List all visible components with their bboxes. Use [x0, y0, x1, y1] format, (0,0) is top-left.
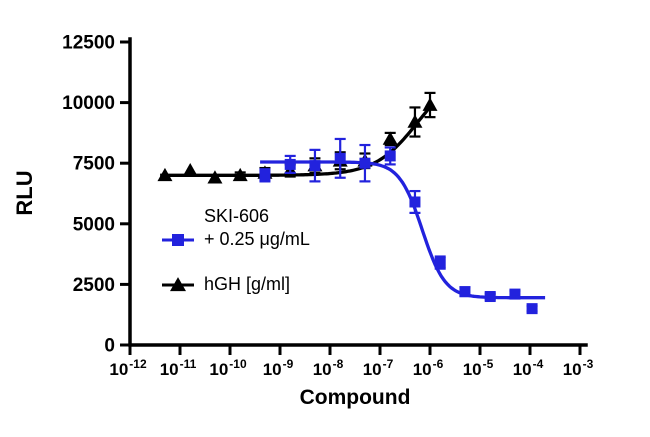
y-axis-label: RLU — [12, 170, 37, 215]
x-tick-label: 10-9 — [263, 357, 294, 379]
x-tick-label: 10-7 — [363, 357, 394, 379]
x-tick-label: 10-12 — [109, 357, 147, 379]
data-point-square — [284, 158, 296, 170]
y-tick-label: 10000 — [62, 93, 115, 114]
y-tick-label: 2500 — [73, 275, 115, 296]
legend-entry-ski606: SKI-606 + 0.25 μg/mL — [162, 205, 310, 251]
fit-curve — [260, 160, 546, 300]
legend-label-hgh: hGH [g/ml] — [204, 273, 290, 296]
legend-label-line2: + 0.25 μg/mL — [204, 229, 310, 249]
legend-entry-hgh: hGH [g/ml] — [162, 273, 310, 296]
x-tick-label: 10-11 — [160, 357, 197, 379]
x-tick-label: 10-4 — [513, 357, 544, 379]
legend-marker-hgh — [162, 276, 194, 293]
legend-label-ski606: SKI-606 + 0.25 μg/mL — [204, 205, 310, 251]
x-tick-label: 10-5 — [463, 357, 494, 379]
legend-label-line1: hGH [g/ml] — [204, 274, 291, 294]
x-tick-label: 10-6 — [413, 357, 444, 379]
data-point-square — [434, 257, 446, 269]
data-point-square — [526, 303, 538, 315]
data-point-square — [409, 196, 421, 208]
x-tick-label: 10-8 — [313, 357, 344, 379]
data-point-square — [384, 150, 396, 162]
data-point-triangle — [422, 97, 438, 111]
series-triangle — [157, 91, 438, 184]
data-point-square — [259, 169, 271, 181]
data-point-triangle — [232, 167, 248, 182]
y-tick-label: 0 — [104, 336, 115, 357]
data-point-square — [484, 291, 496, 303]
square-marker-icon — [172, 234, 184, 246]
triangle-marker-icon — [170, 276, 186, 291]
data-point-square — [459, 286, 471, 298]
data-point-square — [309, 160, 321, 172]
series-square — [259, 137, 546, 315]
data-point-square — [334, 152, 346, 164]
x-tick-label: 10-10 — [209, 357, 247, 379]
data-point-triangle — [407, 114, 423, 128]
x-tick-label: 10-3 — [563, 357, 594, 379]
axes — [128, 37, 588, 347]
legend-marker-ski606 — [162, 232, 194, 248]
y-tick-label: 7500 — [73, 154, 115, 175]
data-point-triangle — [382, 131, 398, 145]
x-axis-label: Compound — [300, 386, 411, 409]
legend: SKI-606 + 0.25 μg/mL hGH [g/ml] — [162, 205, 310, 296]
y-tick-label: 5000 — [73, 214, 115, 235]
y-tick-label: 12500 — [62, 33, 115, 54]
data-point-triangle — [182, 162, 198, 177]
data-point-square — [359, 157, 371, 169]
data-point-square — [509, 288, 521, 300]
data-point-triangle — [207, 170, 223, 184]
data-point-triangle — [157, 167, 173, 182]
legend-label-line1: SKI-606 — [204, 206, 270, 226]
